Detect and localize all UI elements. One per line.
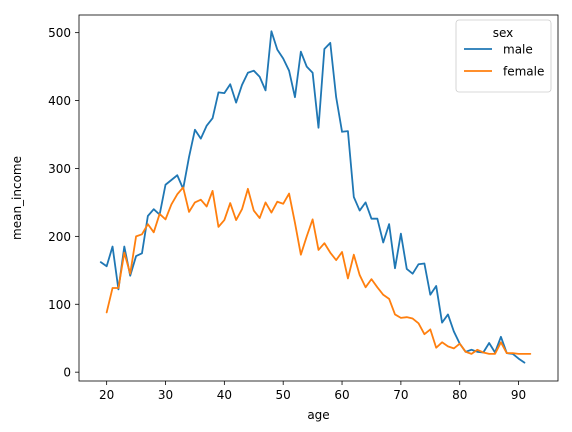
legend-box: [455, 19, 552, 93]
x-tick-label: 70: [393, 388, 408, 402]
x-axis-label: age: [307, 408, 329, 422]
y-tick-label: 100: [48, 298, 71, 312]
legend: sex male female: [455, 19, 552, 93]
x-tick-label: 20: [99, 388, 114, 402]
y-axis-label: mean_income: [10, 156, 24, 240]
legend-label-male: male: [503, 43, 533, 57]
series-line-male: [99, 30, 526, 364]
legend-title: sex: [493, 26, 514, 40]
series-lines: [99, 30, 532, 364]
y-axis-ticks: 0 100 200 300 400 500: [48, 26, 79, 380]
x-tick-label: 60: [334, 388, 349, 402]
series-line-female: [105, 186, 532, 355]
x-tick-label: 50: [276, 388, 291, 402]
plot-frame: [78, 14, 559, 382]
y-tick-label: 200: [48, 230, 71, 244]
y-tick-label: 500: [48, 26, 71, 40]
y-tick-label: 400: [48, 94, 71, 108]
x-tick-label: 80: [452, 388, 467, 402]
x-tick-label: 40: [217, 388, 232, 402]
x-tick-label: 30: [158, 388, 173, 402]
y-tick-label: 300: [48, 162, 71, 176]
x-axis-ticks: 20 30 40 50 60 70 80 90: [99, 381, 526, 402]
x-tick-label: 90: [511, 388, 526, 402]
y-tick-label: 0: [63, 366, 71, 380]
legend-label-female: female: [503, 65, 544, 79]
